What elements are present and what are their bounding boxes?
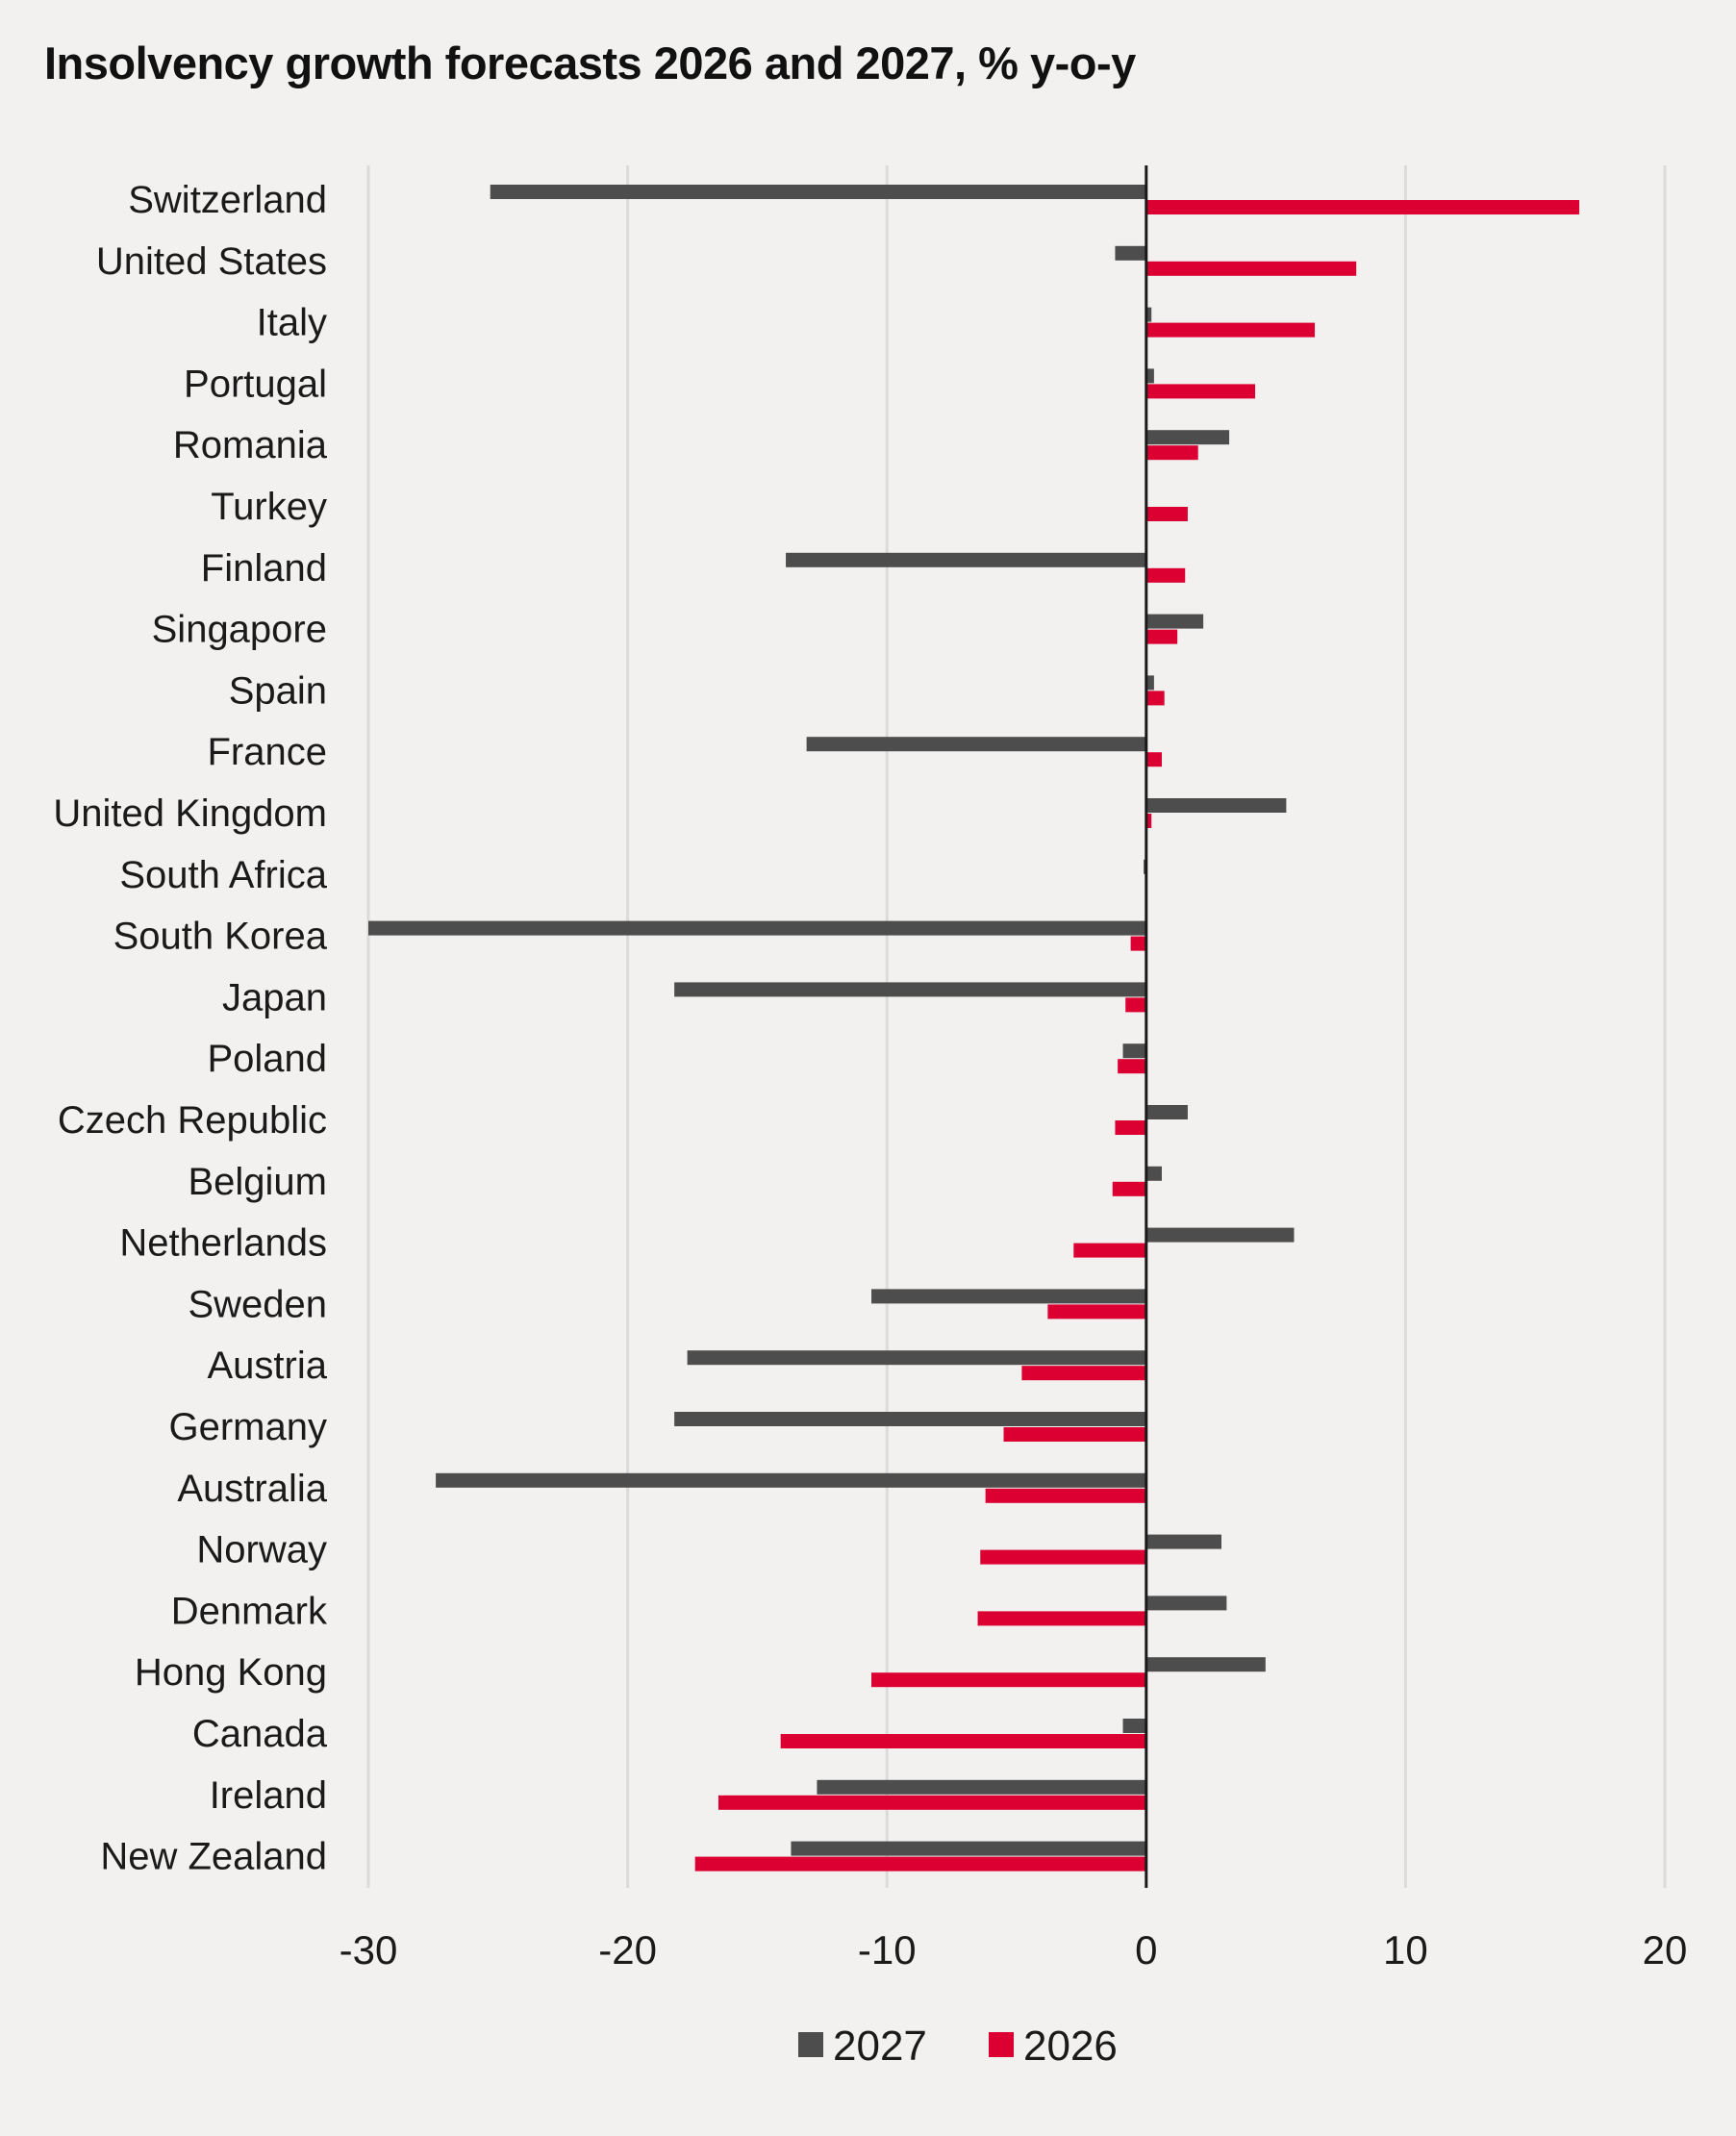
bar-2026-denmark	[977, 1611, 1146, 1626]
bar-2027-south-korea	[368, 920, 1146, 936]
bar-2026-czech-republic	[1115, 1120, 1146, 1135]
category-label: Sweden	[188, 1283, 327, 1325]
category-label: Czech Republic	[58, 1099, 327, 1142]
category-label: Belgium	[188, 1161, 327, 1203]
bar-2027-italy	[1145, 307, 1152, 322]
bar-2026-italy	[1145, 322, 1316, 338]
bar-2026-finland	[1145, 567, 1186, 583]
legend-label-2027: 2027	[833, 2023, 927, 2070]
category-label: South Korea	[113, 916, 328, 958]
bar-2027-austria	[687, 1350, 1146, 1366]
bar-2026-romania	[1145, 445, 1198, 461]
bar-2027-portugal	[1145, 368, 1154, 384]
bar-2027-romania	[1145, 430, 1230, 445]
bar-2026-germany	[1003, 1427, 1146, 1442]
bar-2026-ireland	[717, 1795, 1146, 1810]
x-tick-label: -10	[858, 1927, 917, 1973]
bar-2026-canada	[780, 1734, 1146, 1748]
category-label: United States	[96, 240, 327, 283]
category-label: Austria	[208, 1344, 328, 1387]
bar-2026-france	[1145, 752, 1162, 767]
bar-2026-poland	[1118, 1059, 1146, 1074]
bar-2026-singapore	[1145, 629, 1178, 644]
bar-2026-spain	[1145, 691, 1165, 706]
bar-2027-hong-kong	[1145, 1657, 1266, 1672]
bar-2027-netherlands	[1145, 1227, 1295, 1243]
category-label: Italy	[257, 302, 327, 344]
bar-2027-ireland	[817, 1779, 1146, 1795]
bar-2026-switzerland	[1145, 200, 1580, 214]
x-tick-label: -30	[340, 1927, 398, 1973]
x-tick-label: -20	[598, 1927, 657, 1973]
bar-2026-united-kingdom	[1145, 814, 1152, 828]
bar-2026-belgium	[1112, 1181, 1146, 1196]
bar-2026-united-states	[1145, 261, 1357, 276]
bar-2027-united-states	[1115, 245, 1146, 261]
category-label: France	[208, 731, 328, 773]
category-label: New Zealand	[100, 1836, 327, 1878]
bar-2027-france	[806, 737, 1146, 752]
category-label: Denmark	[171, 1590, 328, 1632]
bar-2027-switzerland	[490, 185, 1146, 199]
bar-2026-hong-kong	[871, 1672, 1146, 1688]
category-label: South Africa	[119, 854, 327, 896]
category-label: Switzerland	[128, 179, 327, 221]
bar-2026-new-zealand	[694, 1856, 1146, 1872]
chart-title: Insolvency growth forecasts 2026 and 202…	[44, 38, 1136, 88]
legend-swatch-2027	[798, 2032, 823, 2057]
bar-2027-canada	[1122, 1719, 1146, 1733]
category-label: Turkey	[211, 486, 327, 528]
x-tick-label: 0	[1135, 1927, 1157, 1973]
x-tick-label: 20	[1643, 1927, 1688, 1973]
category-label: Portugal	[184, 363, 327, 405]
category-label: Canada	[192, 1713, 328, 1755]
category-label: Hong Kong	[135, 1651, 327, 1694]
bar-2026-sweden	[1047, 1304, 1146, 1319]
bar-2027-czech-republic	[1145, 1105, 1188, 1119]
bar-2026-south-korea	[1130, 936, 1146, 951]
bar-2027-sweden	[871, 1289, 1146, 1304]
category-label: United Kingdom	[53, 792, 327, 835]
bar-2027-norway	[1145, 1534, 1221, 1549]
bar-2027-spain	[1145, 675, 1154, 691]
bar-2027-belgium	[1145, 1166, 1162, 1181]
bar-2027-singapore	[1145, 614, 1204, 629]
category-label: Finland	[201, 547, 327, 590]
category-label: Norway	[196, 1529, 327, 1571]
bar-2027-united-kingdom	[1145, 798, 1287, 813]
category-label: Japan	[222, 976, 327, 1018]
bar-2026-japan	[1125, 997, 1146, 1013]
category-label: Germany	[169, 1406, 328, 1448]
category-label: Spain	[229, 669, 327, 712]
bar-2027-japan	[674, 982, 1146, 997]
category-label: Singapore	[152, 609, 327, 651]
bar-2027-poland	[1122, 1043, 1146, 1059]
bar-2026-turkey	[1145, 507, 1188, 521]
bar-2026-austria	[1021, 1366, 1146, 1381]
bar-2026-australia	[985, 1488, 1146, 1503]
bar-2027-australia	[436, 1472, 1146, 1488]
bar-2027-finland	[786, 552, 1146, 567]
category-label: Australia	[177, 1468, 327, 1510]
legend-label-2026: 2026	[1023, 2023, 1118, 2070]
bar-2027-new-zealand	[791, 1841, 1146, 1856]
category-label: Romania	[173, 424, 328, 466]
category-label: Netherlands	[119, 1222, 327, 1265]
bar-2026-portugal	[1145, 384, 1256, 399]
bar-2026-netherlands	[1073, 1243, 1146, 1258]
category-label: Poland	[207, 1038, 327, 1080]
bar-2026-norway	[980, 1549, 1146, 1565]
bar-2027-denmark	[1145, 1596, 1227, 1611]
legend-swatch-2026	[989, 2032, 1014, 2057]
x-tick-label: 10	[1383, 1927, 1428, 1973]
bar-2027-germany	[674, 1412, 1146, 1426]
category-label: Ireland	[210, 1774, 327, 1817]
